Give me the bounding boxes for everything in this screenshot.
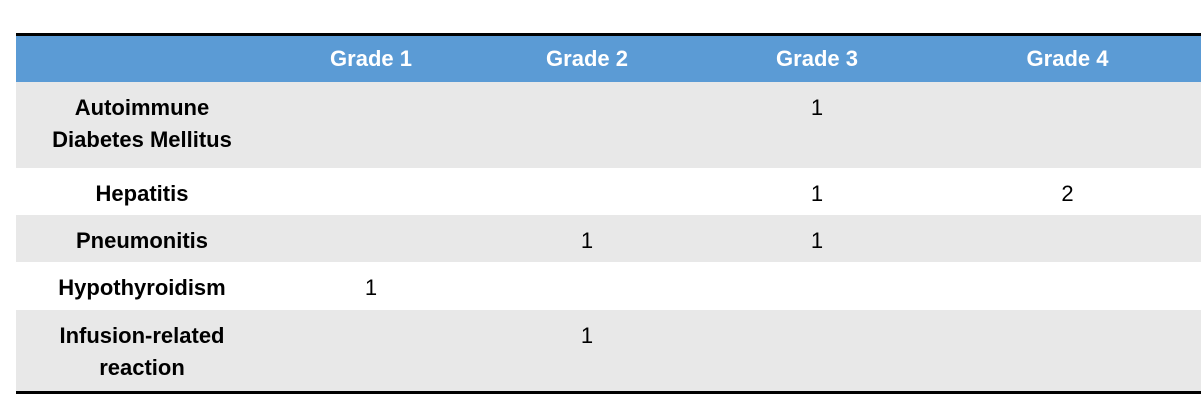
cell: 1	[700, 82, 934, 168]
cell: 1	[700, 168, 934, 215]
cell	[700, 262, 934, 310]
cell	[268, 215, 474, 262]
cell	[934, 215, 1201, 262]
cell	[268, 310, 474, 392]
table-row: Hepatitis 1 2	[16, 168, 1201, 215]
column-header: Grade 4	[934, 34, 1201, 82]
cell: 1	[700, 215, 934, 262]
table-row: Hypothyroidism 1	[16, 262, 1201, 310]
cell	[700, 310, 934, 392]
column-header: Grade 1	[268, 34, 474, 82]
cell	[268, 82, 474, 168]
table-row: Pneumonitis 1 1	[16, 215, 1201, 262]
column-header: Grade 3	[700, 34, 934, 82]
row-label: Hypothyroidism	[16, 262, 268, 310]
cell: 1	[474, 310, 700, 392]
cell	[474, 168, 700, 215]
cell: 1	[268, 262, 474, 310]
row-label: Autoimmune Diabetes Mellitus	[16, 82, 268, 168]
cell	[474, 262, 700, 310]
row-label: Infusion-related reaction	[16, 310, 268, 392]
cell	[934, 262, 1201, 310]
table-row: Autoimmune Diabetes Mellitus 1	[16, 82, 1201, 168]
header-corner	[16, 34, 268, 82]
row-label: Pneumonitis	[16, 215, 268, 262]
table-row: Infusion-related reaction 1	[16, 310, 1201, 392]
cell	[474, 82, 700, 168]
cell: 1	[474, 215, 700, 262]
row-label: Hepatitis	[16, 168, 268, 215]
column-header: Grade 2	[474, 34, 700, 82]
cell	[934, 310, 1201, 392]
cell: 2	[934, 168, 1201, 215]
cell	[934, 82, 1201, 168]
adverse-events-table: Grade 1 Grade 2 Grade 3 Grade 4 Autoimmune …	[16, 33, 1201, 394]
header-row: Grade 1 Grade 2 Grade 3 Grade 4	[16, 34, 1201, 82]
cell	[268, 168, 474, 215]
